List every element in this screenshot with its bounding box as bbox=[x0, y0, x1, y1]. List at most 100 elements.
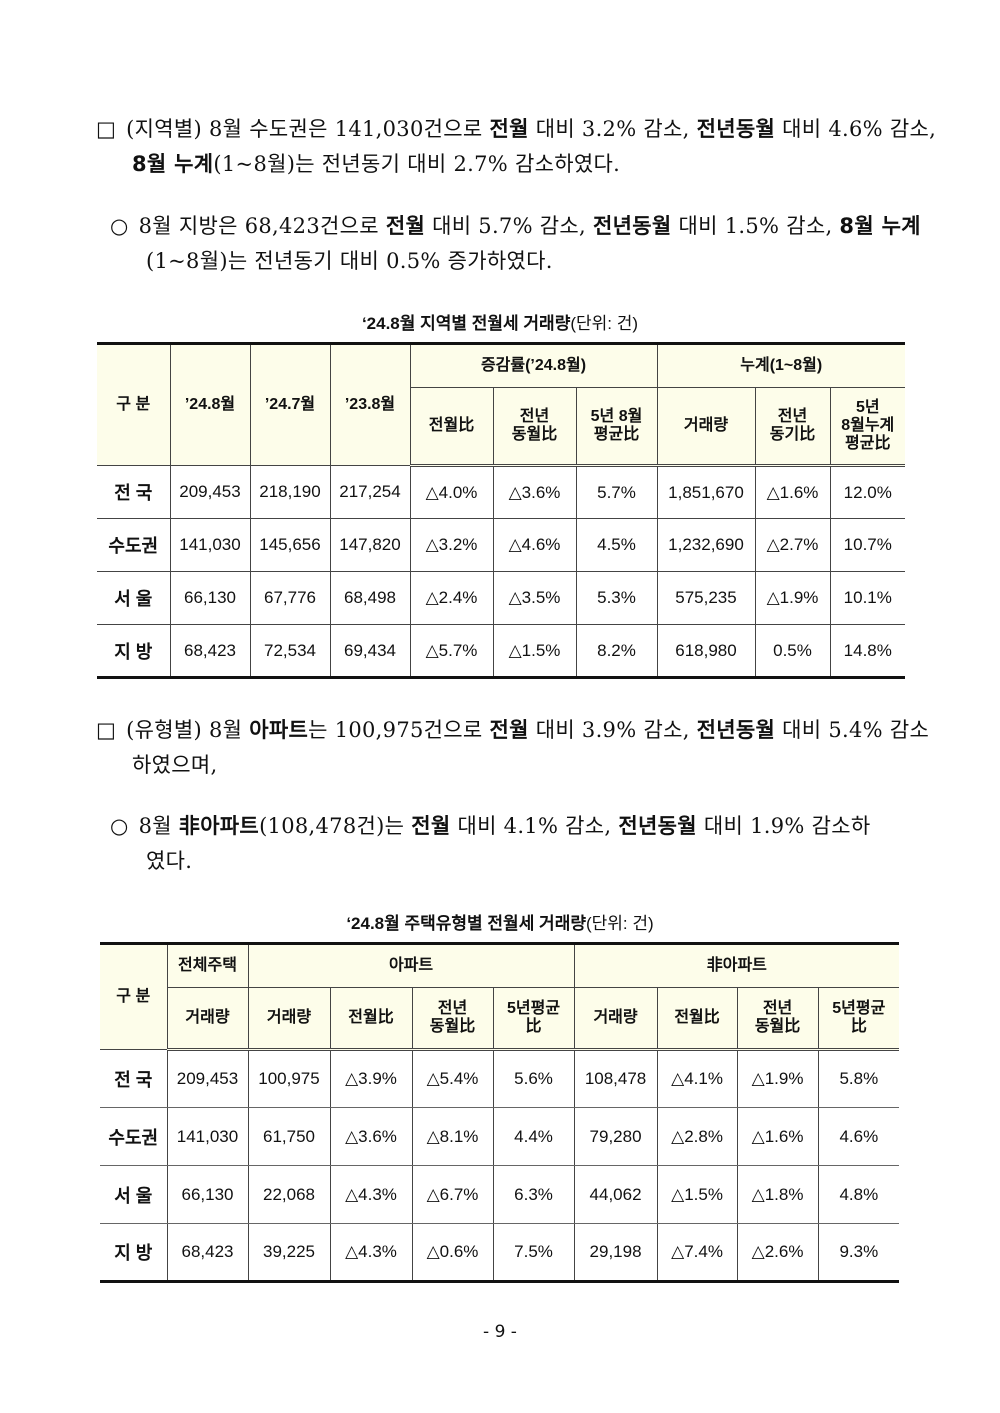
table-cell: △4.1% bbox=[656, 1049, 738, 1108]
header: 5년 8월누계 평균比 bbox=[829, 387, 906, 467]
table-cell: 9.3% bbox=[817, 1223, 900, 1282]
header: ’24.7월 bbox=[249, 343, 331, 466]
table-cell: 4.6% bbox=[817, 1107, 900, 1166]
table-cell: 575,235 bbox=[656, 571, 756, 625]
text: 대비 4.6% 감소, bbox=[775, 117, 937, 141]
bold-text: 전월 bbox=[385, 214, 426, 238]
table-cell: 618,980 bbox=[656, 624, 756, 678]
header-group: 전체주택 bbox=[166, 943, 249, 988]
header: 전월比 bbox=[410, 387, 494, 467]
table2-title: ‘24.8월 주택유형별 전월세 거래량(단위: 건) bbox=[0, 909, 1000, 934]
bold-text: 8월 누계 bbox=[839, 214, 921, 238]
region-table: 구 분 ’24.8월 ’24.7월 ’23.8월 증감률(’24.8월) 누계(1~8월)… bbox=[97, 342, 906, 679]
table-cell: 108,478 bbox=[573, 1049, 658, 1108]
table-row: 서 울 66,130 67,776 68,498 △2.4% △3.5% 5.3% 575,2… bbox=[97, 571, 906, 625]
table-cell: 14.8% bbox=[829, 624, 906, 678]
table-cell: 68,423 bbox=[169, 624, 251, 678]
table-cell: 100,975 bbox=[247, 1049, 331, 1108]
table-cell: 10.7% bbox=[829, 518, 906, 572]
bold-text: 아파트 bbox=[249, 718, 309, 742]
row-header: 수도권 bbox=[97, 518, 171, 572]
row-header: 전 국 bbox=[100, 1049, 168, 1108]
table-cell: 79,280 bbox=[573, 1107, 658, 1166]
table-cell: △3.9% bbox=[329, 1049, 413, 1108]
table-cell: 44,062 bbox=[573, 1165, 658, 1224]
table-cell: 8.2% bbox=[575, 624, 658, 678]
table-cell: 147,820 bbox=[329, 518, 411, 572]
bold-text: 전월 bbox=[411, 814, 451, 838]
bold-text: 전년동월 bbox=[696, 117, 776, 141]
bullet-marker: ○ bbox=[110, 214, 129, 238]
header: 거래량 bbox=[573, 987, 658, 1051]
table-cell: △2.4% bbox=[409, 571, 494, 625]
title-text: ‘24.8월 주택유형별 전월세 거래량 bbox=[346, 914, 586, 933]
title-text: ‘24.8월 지역별 전월세 거래량 bbox=[361, 314, 571, 333]
bullet-marker: □ bbox=[96, 117, 117, 141]
table-cell: 4.4% bbox=[492, 1107, 575, 1166]
table-cell: 68,498 bbox=[329, 571, 411, 625]
table-row: 전 국 209,453 100,975 △3.9% △5.4% 5.6% 108,478 △4… bbox=[100, 1049, 900, 1108]
table-cell: △2.7% bbox=[754, 518, 831, 572]
table-cell: 0.5% bbox=[754, 624, 831, 678]
table-cell: 141,030 bbox=[166, 1107, 249, 1166]
table-cell: 72,534 bbox=[249, 624, 331, 678]
text: 대비 5.4% 감소하였으며, bbox=[132, 718, 930, 777]
header: 5년평균 比 bbox=[817, 987, 900, 1051]
table-row: 지 방 68,423 39,225 △4.3% △0.6% 7.5% 29,198 △7.4%… bbox=[100, 1223, 900, 1282]
table-cell: △5.4% bbox=[411, 1049, 494, 1108]
table-cell: 209,453 bbox=[169, 465, 251, 519]
table-cell: 1,232,690 bbox=[656, 518, 756, 572]
row-header: 수도권 bbox=[100, 1107, 168, 1166]
unit-text: (단위: 건) bbox=[585, 914, 654, 933]
header-group: 증감률(’24.8월) bbox=[409, 343, 658, 388]
text: 대비 3.9% 감소, bbox=[528, 718, 697, 742]
text: (유형별) 8월 bbox=[126, 718, 250, 742]
header: 거래량 bbox=[656, 387, 756, 467]
paragraph-type: □ (유형별) 8월 아파트는 100,975건으로 전월 대비 3.9% 감소,… bbox=[96, 713, 944, 783]
table-cell: 39,225 bbox=[247, 1223, 331, 1282]
table-cell: 68,423 bbox=[166, 1223, 249, 1282]
header: 거래량 bbox=[167, 987, 249, 1051]
table-cell: 61,750 bbox=[247, 1107, 331, 1166]
table-row: 지 방 68,423 72,534 69,434 △5.7% △1.5% 8.2% 618,9… bbox=[97, 624, 906, 678]
table-cell: △3.5% bbox=[492, 571, 577, 625]
table-cell: 66,130 bbox=[169, 571, 251, 625]
table-cell: △2.8% bbox=[656, 1107, 738, 1166]
header-group: 누계(1~8월) bbox=[656, 343, 906, 388]
table-cell: △4.3% bbox=[329, 1223, 413, 1282]
table-cell: △8.1% bbox=[411, 1107, 494, 1166]
table-cell: △4.0% bbox=[409, 465, 494, 519]
table-cell: 7.5% bbox=[492, 1223, 575, 1282]
table-cell: 4.5% bbox=[575, 518, 658, 572]
table-cell: 6.3% bbox=[492, 1165, 575, 1224]
header: 거래량 bbox=[247, 987, 331, 1051]
table-cell: △4.6% bbox=[492, 518, 577, 572]
row-header: 지 방 bbox=[97, 624, 171, 678]
text: (지역별) 8월 수도권은 141,030건으로 bbox=[126, 117, 490, 141]
header: 전년 동월比 bbox=[736, 987, 819, 1051]
text: 대비 5.7% 감소, bbox=[425, 214, 594, 238]
table-cell: 217,254 bbox=[329, 465, 411, 519]
table-cell: 67,776 bbox=[249, 571, 331, 625]
table-cell: 69,434 bbox=[329, 624, 411, 678]
table-cell: 29,198 bbox=[573, 1223, 658, 1282]
bold-text: 전년동월 bbox=[618, 814, 697, 838]
table-row: 전 국 209,453 218,190 217,254 △4.0% △3.6% 5.7% 1,… bbox=[97, 465, 906, 519]
header: 전년 동월比 bbox=[492, 387, 577, 467]
table-row: 수도권 141,030 61,750 △3.6% △8.1% 4.4% 79,280 △2.8… bbox=[100, 1107, 900, 1166]
table-cell: 209,453 bbox=[166, 1049, 249, 1108]
text: (1~8월)는 전년동기 대비 0.5% 증가하였다. bbox=[146, 249, 553, 273]
table-cell: 1,851,670 bbox=[656, 465, 756, 519]
table-cell: 12.0% bbox=[829, 465, 906, 519]
table-cell: △0.6% bbox=[411, 1223, 494, 1282]
table-cell: 22,068 bbox=[247, 1165, 331, 1224]
table-cell: △1.9% bbox=[754, 571, 831, 625]
bullet-marker: ○ bbox=[110, 814, 129, 838]
table-cell: 66,130 bbox=[166, 1165, 249, 1224]
table-cell: 5.3% bbox=[575, 571, 658, 625]
row-header: 서 울 bbox=[100, 1165, 168, 1224]
header: ’23.8월 bbox=[329, 343, 411, 466]
table-cell: △1.5% bbox=[656, 1165, 738, 1224]
table-cell: △3.6% bbox=[492, 465, 577, 519]
